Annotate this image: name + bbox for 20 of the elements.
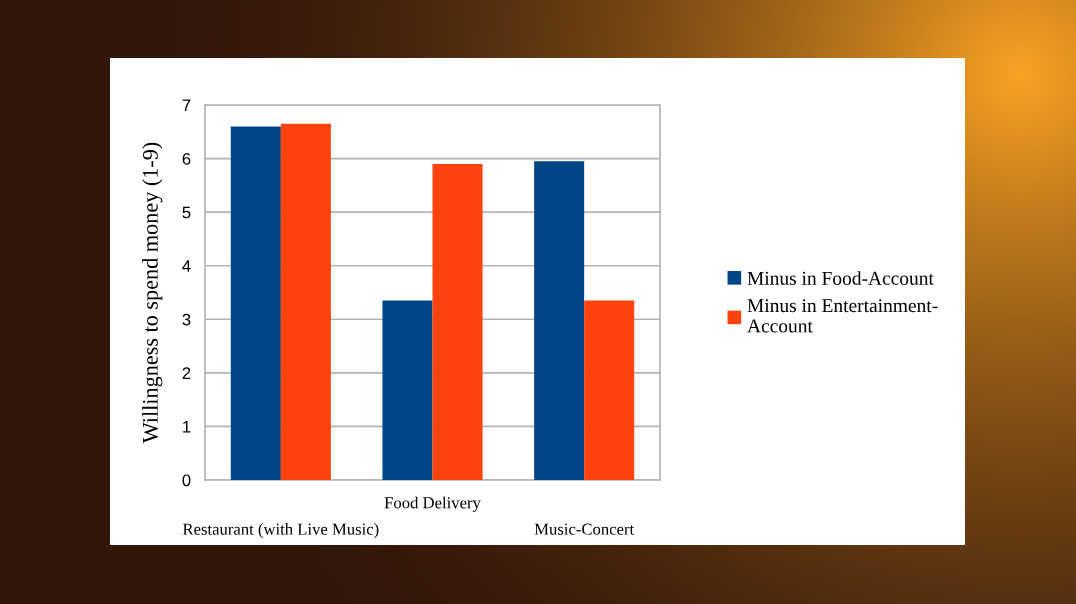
y-tick-label: 7 — [182, 99, 191, 112]
legend-label: Minus in Food-Account — [747, 271, 934, 285]
bar — [280, 123, 331, 480]
y-tick-label: 2 — [182, 367, 191, 379]
y-tick-label: 0 — [182, 474, 191, 487]
y-tick-label: 6 — [182, 152, 191, 165]
y-tick-label: 5 — [182, 206, 191, 219]
y-tick-label: 4 — [182, 260, 191, 272]
bar — [584, 300, 635, 480]
bar — [432, 163, 483, 480]
legend-label: Minus in Entertainment-Account — [747, 299, 938, 333]
y-tick-label: 1 — [183, 421, 191, 433]
bar — [230, 126, 281, 480]
bar — [534, 161, 585, 480]
x-tick-label: Music-Concert — [534, 523, 635, 535]
y-tick-label: 3 — [182, 313, 191, 326]
x-tick-label: Restaurant (with Live Music) — [182, 523, 379, 539]
x-tick-label: Food Delivery — [384, 496, 481, 512]
y-axis-title: Willingness to spend money (1-9) — [142, 142, 163, 444]
bar — [382, 300, 433, 480]
